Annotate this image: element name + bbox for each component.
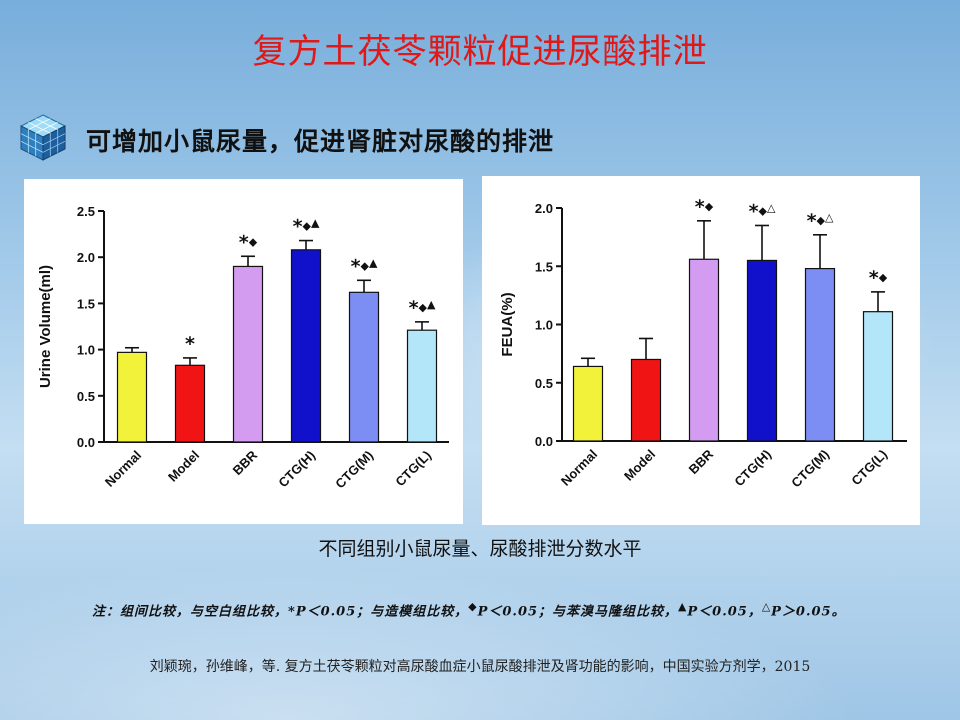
significance-label-ctg-h: *◆△ (749, 200, 776, 222)
cube-icon (19, 114, 67, 161)
x-tick-label-normal: Normal (102, 448, 144, 490)
significance-label-ctg-m: *◆▲ (351, 255, 378, 277)
y-tick-label: 0.5 (535, 376, 553, 391)
bar-normal (572, 365, 604, 442)
bar-model (630, 358, 662, 442)
note-p3: P＜0.05， (687, 604, 762, 620)
significance-label-ctg-l: *◆ (869, 267, 888, 289)
x-tick-label-bbr: BBR (230, 447, 261, 478)
y-tick-label: 2.0 (77, 250, 95, 265)
x-tick-label-ctg-l: CTG(L) (392, 448, 434, 490)
bar-model (174, 364, 206, 443)
background-wave (0, 540, 960, 720)
bar-ctg-h (290, 249, 322, 443)
x-tick-label-ctg-m: CTG(M) (788, 447, 832, 491)
note-p1: *P＜0.05；与造模组比较， (288, 604, 469, 620)
significance-label-bbr: *◆ (239, 231, 258, 253)
y-tick-label: 0.5 (77, 389, 95, 404)
note-p4: P＞0.05。 (771, 604, 846, 620)
bar-ctg-l (406, 329, 438, 443)
note-p2: P＜0.05；与苯溴马隆组比较， (477, 604, 679, 620)
y-tick-label: 0.0 (535, 434, 553, 449)
citation: 刘颖琬，孙维峰，等. 复方土茯苓颗粒对高尿酸血症小鼠尿酸排泄及肾功能的影响，中国… (149, 659, 811, 675)
significance-label-ctg-l: *◆▲ (409, 297, 436, 319)
y-tick-label: 2.5 (77, 204, 95, 219)
y-tick-label: 2.0 (535, 201, 553, 216)
x-tick-label-ctg-h: CTG(H) (275, 448, 318, 491)
x-tick-label-ctg-l: CTG(L) (848, 447, 890, 489)
significance-note: 注：组间比较，与空白组比较，*P＜0.05；与造模组比较，◆P＜0.05；与苯溴… (92, 594, 912, 624)
significance-label-ctg-m: *◆△ (807, 210, 834, 232)
y-tick-label: 1.0 (535, 318, 553, 333)
significance-label-model: * (185, 333, 195, 355)
y-tick-label: 1.5 (77, 296, 95, 311)
y-axis-label: Urine Volume(ml) (37, 265, 54, 388)
x-tick-label-ctg-h: CTG(H) (731, 447, 774, 490)
y-tick-label: 1.0 (77, 343, 95, 358)
x-tick-label-ctg-m: CTG(M) (332, 448, 376, 492)
significance-label-ctg-h: *◆▲ (293, 216, 320, 238)
feua-chart-panel: 0.0 0.5 1.0 1.5 2.0 FEUA(%) Normal Model *◆ BBR *◆… (482, 176, 920, 525)
bar-ctg-m (804, 267, 836, 442)
bar-ctg-h (746, 259, 778, 442)
slide-title: 复方土茯苓颗粒促进尿酸排泄 (252, 32, 708, 72)
feua-chart: 0.0 0.5 1.0 1.5 2.0 FEUA(%) Normal Model *◆ BBR *◆… (499, 196, 907, 491)
bar-bbr (688, 258, 720, 442)
note-triangle-symbol: ▲ (678, 600, 688, 613)
subtitle: 可增加小鼠尿量，促进肾脏对尿酸的排泄 (86, 127, 555, 156)
y-tick-label: 0.0 (77, 435, 95, 450)
y-axis-label: FEUA(%) (499, 292, 516, 356)
x-tick-label-normal: Normal (558, 447, 600, 489)
bar-normal (116, 351, 148, 443)
y-tick-label: 1.5 (535, 259, 553, 274)
x-tick-label-model: Model (165, 448, 202, 485)
x-tick-label-bbr: BBR (686, 446, 717, 477)
note-diamond-symbol: ◆ (468, 600, 478, 613)
bar-ctg-m (348, 291, 380, 443)
note-delta-symbol: △ (761, 600, 772, 613)
note-prefix: 注：组间比较，与空白组比较， (92, 604, 289, 620)
urine-volume-chart: 0.0 0.5 1.0 1.5 2.0 2.5 Urine Volume(ml) Normal… (37, 204, 449, 492)
bar-bbr (232, 265, 264, 443)
urine-volume-chart-panel: 0.0 0.5 1.0 1.5 2.0 2.5 Urine Volume(ml) Normal… (24, 179, 463, 524)
bar-ctg-l (862, 311, 894, 442)
significance-label-bbr: *◆ (695, 196, 714, 218)
x-tick-label-model: Model (621, 447, 658, 484)
figure-caption: 不同组别小鼠尿量、尿酸排泄分数水平 (318, 538, 642, 560)
